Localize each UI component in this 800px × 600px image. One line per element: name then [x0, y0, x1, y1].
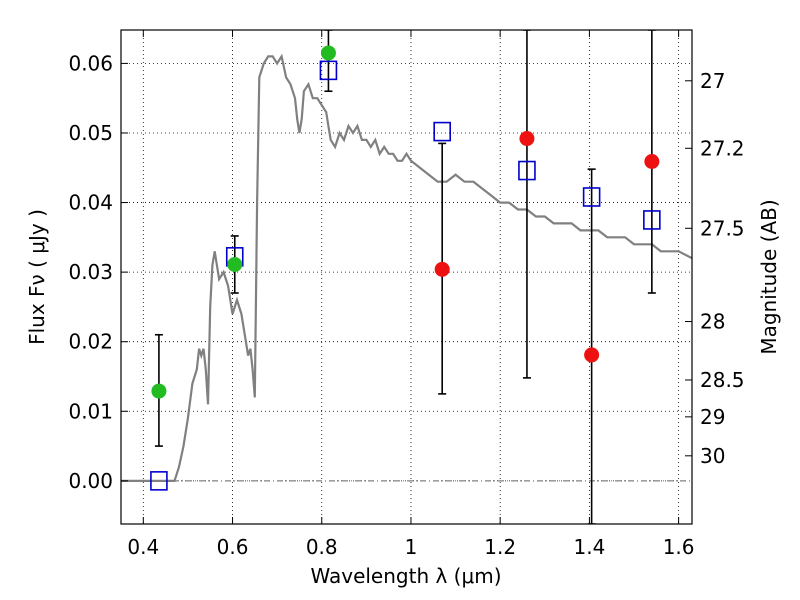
photometry-square: [518, 160, 536, 181]
x-axis-label: Wavelength λ (μm): [310, 564, 501, 588]
photometry-point: [519, 131, 535, 147]
photometry-square: [150, 471, 168, 491]
y-tick-label: 0.00: [68, 469, 113, 493]
x-tick-label: 0.8: [306, 535, 338, 559]
x-tick-label: 0.6: [217, 535, 249, 559]
y-tick-label: 0.02: [68, 330, 113, 354]
y-tick-label: 0.04: [68, 191, 113, 215]
y-tick-label: 0.01: [68, 399, 113, 423]
markers: [150, 45, 661, 491]
photometry-square: [643, 210, 661, 230]
y2-tick-label: 28: [700, 310, 725, 334]
x-tick-label: 1.4: [573, 535, 605, 559]
y-tick-label: 0.03: [68, 260, 113, 284]
y2-axis-ticks: 27 27.2 27.5 28 28.5 29 30: [685, 69, 745, 468]
y2-tick-label: 27.2: [700, 136, 745, 160]
x-axis-ticks: 0.4 0.6 0.8 1 1.2 1.4 1.6: [127, 30, 695, 559]
y-axis-label: Flux Fν ( μJy ): [25, 209, 49, 345]
y2-tick-label: 30: [700, 444, 725, 468]
plot-background: [121, 30, 692, 524]
photometry-point: [584, 347, 600, 363]
photometry-point: [151, 383, 167, 399]
photometry-point: [320, 45, 336, 61]
plot-area: [121, 30, 692, 524]
y2-tick-label: 29: [700, 405, 725, 429]
x-tick-label: 1: [405, 535, 418, 559]
x-tick-label: 1.2: [484, 535, 516, 559]
plot-frame: [120, 29, 693, 525]
photometry-square: [582, 187, 601, 207]
photometry-point: [227, 256, 243, 272]
photometry-point: [644, 154, 660, 170]
photometry-square: [433, 121, 451, 142]
x-tick-label: 0.4: [127, 535, 159, 559]
model-sed-line: [121, 53, 692, 482]
x-tick-label: 1.6: [663, 535, 695, 559]
photometry-point: [434, 261, 450, 277]
y-tick-label: 0.06: [68, 51, 113, 75]
y-axis-ticks: 0.00 0.01 0.02 0.03 0.04 0.05 0.06: [68, 51, 128, 493]
y2-tick-label: 28.5: [700, 368, 745, 392]
photometry-square: [319, 60, 338, 81]
y-tick-label: 0.05: [68, 121, 113, 145]
y2-axis-label: Magnitude (AB): [757, 199, 781, 354]
y2-tick-label: 27.5: [700, 216, 745, 240]
y2-tick-label: 27: [700, 69, 725, 93]
